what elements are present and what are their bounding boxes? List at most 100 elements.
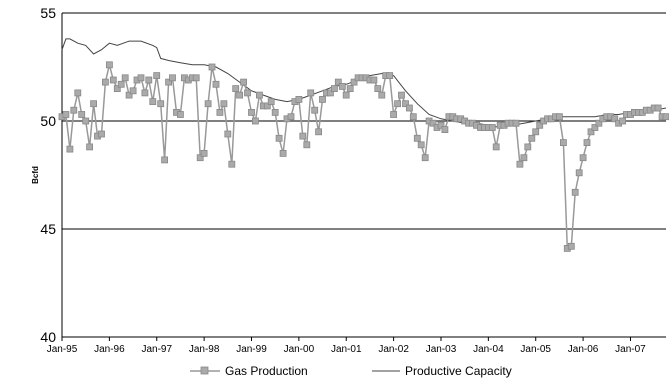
production-point <box>232 85 240 92</box>
capacity-line <box>61 38 667 129</box>
production-point <box>303 141 311 149</box>
production-point <box>319 96 326 103</box>
y-tick-label: 55 <box>40 5 56 21</box>
production-point <box>398 91 405 99</box>
legend-capacity-label: Productive Capacity <box>405 364 512 378</box>
production-point <box>611 115 619 123</box>
production-point <box>492 143 500 151</box>
production-point <box>532 128 540 136</box>
production-point <box>342 91 350 99</box>
production-point <box>169 74 176 82</box>
production-point <box>409 113 417 121</box>
production-point <box>86 143 93 151</box>
production-point <box>571 188 579 196</box>
production-point <box>248 109 255 116</box>
production-point <box>70 106 78 114</box>
production-point <box>216 109 224 116</box>
production-point <box>208 63 216 71</box>
production-point <box>192 74 200 82</box>
production-point <box>330 85 338 92</box>
production-point <box>106 61 113 69</box>
production-point <box>149 98 157 105</box>
production-point <box>129 87 137 95</box>
production-point <box>556 113 563 121</box>
y-tick-label: 45 <box>40 221 56 237</box>
production-point <box>102 78 109 86</box>
production-point <box>402 100 409 108</box>
production-point <box>311 106 319 114</box>
production-point <box>78 111 86 118</box>
x-tick-labels: Jan-95 Jan-96 Jan-97 Jan-98 Jan-99 Jan-00 Jan-… <box>47 337 646 355</box>
production-point <box>66 145 74 153</box>
production-point <box>161 156 169 164</box>
production-point <box>74 89 82 97</box>
x-tick-label: Jan-99 <box>236 344 267 355</box>
production-point <box>413 134 421 142</box>
series-capacity <box>61 38 667 129</box>
production-point <box>307 89 315 97</box>
production-point <box>204 100 212 108</box>
production-point <box>520 154 528 162</box>
production-point <box>370 76 378 84</box>
production-point <box>619 117 626 125</box>
x-tick-label: Jan-00 <box>284 344 315 355</box>
x-tick-label: Jan-04 <box>473 344 504 355</box>
production-point <box>165 78 173 86</box>
y-axis-title: Bcfd <box>31 166 40 184</box>
production-point <box>405 104 413 112</box>
production-point <box>212 80 220 88</box>
production-point <box>109 76 117 84</box>
production-point <box>271 109 279 116</box>
production-point <box>145 76 153 84</box>
production-point <box>224 130 232 138</box>
x-tick-label: Jan-01 <box>331 344 362 355</box>
production-point <box>591 124 599 131</box>
production-point <box>98 130 105 138</box>
production-point <box>488 124 496 131</box>
production-point <box>579 154 587 162</box>
production-point <box>338 83 346 90</box>
production-point <box>536 121 544 129</box>
production-point <box>315 128 323 136</box>
production-point <box>587 128 595 136</box>
production-point <box>528 134 536 142</box>
production-point <box>141 89 149 97</box>
production-point <box>437 121 445 129</box>
production-point <box>200 149 208 157</box>
production-point <box>90 100 97 108</box>
production-point <box>417 141 425 149</box>
production-point <box>220 100 228 108</box>
production-point <box>346 85 354 92</box>
legend-production-marker <box>200 366 209 375</box>
production-point <box>176 111 184 118</box>
production-point <box>157 100 165 108</box>
production-point <box>255 91 263 99</box>
x-tick-label: Jan-03 <box>426 344 457 355</box>
production-point <box>275 134 283 142</box>
production-point <box>196 154 204 162</box>
x-tick-label: Jan-06 <box>568 344 599 355</box>
production-point <box>153 72 161 79</box>
production-point <box>394 100 402 108</box>
production-point <box>117 80 125 88</box>
series-production <box>58 61 669 252</box>
production-point <box>62 111 70 118</box>
production-point <box>441 126 449 133</box>
production-point <box>244 89 251 97</box>
production-point <box>583 139 591 147</box>
production-point <box>512 119 520 127</box>
production-point <box>326 89 334 97</box>
production-point <box>516 160 524 168</box>
production-point <box>575 169 583 177</box>
production-point <box>137 74 145 82</box>
production-point <box>287 113 295 121</box>
x-tick-label: Jan-02 <box>378 344 409 355</box>
production-point <box>263 102 271 110</box>
production-point <box>299 132 307 140</box>
production-point <box>334 78 342 86</box>
production-point <box>386 72 394 79</box>
production-point <box>374 85 382 92</box>
production-line <box>61 64 666 250</box>
x-tick-label: Jan-97 <box>141 344 172 355</box>
